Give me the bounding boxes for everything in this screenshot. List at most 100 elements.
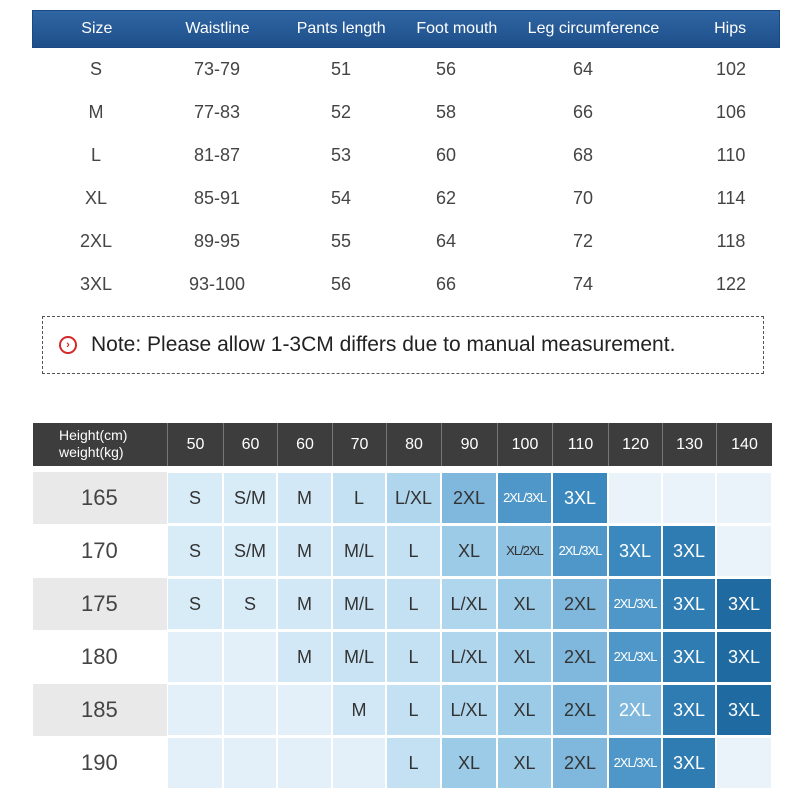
weight-column-header: 100 [497, 423, 552, 466]
cell-size: 3XL [79, 274, 113, 294]
height-label: 185 [33, 684, 167, 736]
cell-size: M [88, 102, 104, 122]
cell-size: L [90, 145, 101, 165]
size-cell: L/XL [441, 631, 497, 683]
cell-pants-length: 54 [330, 188, 352, 208]
size-table-header: Size Waistline Pants length Foot mouth L… [32, 10, 780, 48]
cell-hips: 114 [716, 188, 746, 208]
cell-size: S [89, 59, 102, 79]
size-cell: 3XL [662, 631, 716, 683]
size-cell [167, 737, 223, 789]
size-cell [332, 737, 386, 789]
cell-size: XL [84, 188, 108, 208]
size-cell: XL [441, 737, 497, 789]
size-cell: 3XL [662, 525, 716, 577]
size-table-row: XL 85-91 54 62 70 114 [32, 177, 780, 220]
size-cell: 3XL [552, 472, 608, 524]
height-row: 180 M M/L L L/XL XL 2XL 2XL/3XL 3XL 3XL [33, 631, 772, 683]
size-cell: XL [497, 578, 552, 630]
header-pants-length: Pants length [296, 20, 386, 37]
weight-column-header: 140 [716, 423, 772, 466]
size-cell [608, 472, 662, 524]
size-table-row: 2XL 89-95 55 64 72 118 [32, 220, 780, 263]
cell-waistline: 85-91 [193, 188, 241, 208]
size-cell: L/XL [386, 472, 441, 524]
size-cell: L [386, 578, 441, 630]
size-cell: 2XL/3XL [608, 578, 662, 630]
hw-corner-label: Height(cm) weight(kg) [33, 423, 167, 466]
height-label: 165 [33, 472, 167, 524]
size-cell: M/L [332, 631, 386, 683]
cell-waistline: 73-79 [193, 59, 241, 79]
size-cell: 2XL [552, 578, 608, 630]
header-foot-mouth: Foot mouth [416, 20, 498, 37]
weight-column-header: 110 [552, 423, 608, 466]
size-table-body: S 73-79 51 56 64 102 M 77-83 52 58 66 106 L 81-87 53 60… [32, 48, 780, 306]
corner-height-label: Height(cm) [59, 427, 128, 443]
size-cell [716, 737, 772, 789]
cell-waistline: 93-100 [188, 274, 246, 294]
header-hips: Hips [714, 20, 747, 37]
cell-pants-length: 55 [330, 231, 352, 251]
size-table-row: S 73-79 51 56 64 102 [32, 48, 780, 91]
height-label: 175 [33, 578, 167, 630]
size-cell: 2XL [552, 684, 608, 736]
cell-leg-circumference: 64 [572, 59, 594, 79]
size-cell [716, 525, 772, 577]
hw-header: Height(cm) weight(kg) 50 60 60 70 80 90 100 110… [33, 423, 772, 466]
chevron-circle-icon: › [59, 336, 77, 354]
size-cell [716, 472, 772, 524]
weight-column-header: 50 [167, 423, 223, 466]
size-cell [277, 737, 332, 789]
cell-leg-circumference: 68 [572, 145, 594, 165]
size-cell: L [332, 472, 386, 524]
height-label: 190 [81, 750, 118, 775]
cell-leg-circumference: 74 [572, 274, 594, 294]
size-cell: S/M [223, 525, 277, 577]
height-row: 170 S S/M M M/L L XL XL/2XL 2XL/3XL 3XL 3XL [33, 525, 772, 577]
cell-waistline: 89-95 [193, 231, 241, 251]
size-cell: L [386, 737, 441, 789]
size-cell: M/L [332, 525, 386, 577]
height-row: 165 S S/M M L L/XL 2XL 2XL/3XL 3XL [33, 472, 772, 524]
cell-foot-mouth: 60 [435, 145, 457, 165]
size-cell: 2XL [552, 631, 608, 683]
cell-leg-circumference: 70 [572, 188, 594, 208]
size-cell: 3XL [662, 684, 716, 736]
height-label: 180 [81, 644, 118, 669]
weight-column-header: 60 [277, 423, 332, 466]
measurement-note: › Note: Please allow 1-3CM differs due t… [42, 316, 764, 374]
size-cell: L/XL [441, 578, 497, 630]
cell-foot-mouth: 62 [435, 188, 457, 208]
size-cell [223, 737, 277, 789]
size-cell: 3XL [716, 578, 772, 630]
height-weight-table: Height(cm) weight(kg) 50 60 60 70 80 90 100 110… [33, 423, 773, 793]
size-cell: M [332, 684, 386, 736]
header-size: Size [81, 20, 113, 37]
cell-foot-mouth: 56 [435, 59, 457, 79]
size-cell: L [386, 684, 441, 736]
size-cell: XL [497, 737, 552, 789]
weight-column-header: 60 [223, 423, 277, 466]
cell-foot-mouth: 66 [435, 274, 457, 294]
size-cell: S [223, 578, 277, 630]
size-cell: M/L [332, 578, 386, 630]
weight-column-header: 80 [386, 423, 441, 466]
size-cell: S [167, 578, 223, 630]
cell-foot-mouth: 58 [435, 102, 457, 122]
note-text: Note: Please allow 1-3CM differs due to … [91, 333, 676, 356]
size-cell [277, 684, 332, 736]
size-table-row: 3XL 93-100 56 66 74 122 [32, 263, 780, 306]
cell-pants-length: 56 [330, 274, 352, 294]
size-cell: S/M [223, 472, 277, 524]
size-cell: 3XL [716, 631, 772, 683]
size-cell: 2XL/3XL [608, 631, 662, 683]
size-cell: 2XL [552, 737, 608, 789]
cell-pants-length: 51 [330, 59, 352, 79]
size-cell [223, 684, 277, 736]
cell-hips: 110 [716, 145, 746, 165]
size-cell: S [167, 525, 223, 577]
weight-column-header: 90 [441, 423, 497, 466]
cell-foot-mouth: 64 [435, 231, 457, 251]
height-row: 190 L XL XL 2XL 2XL/3XL 3XL [33, 737, 772, 789]
